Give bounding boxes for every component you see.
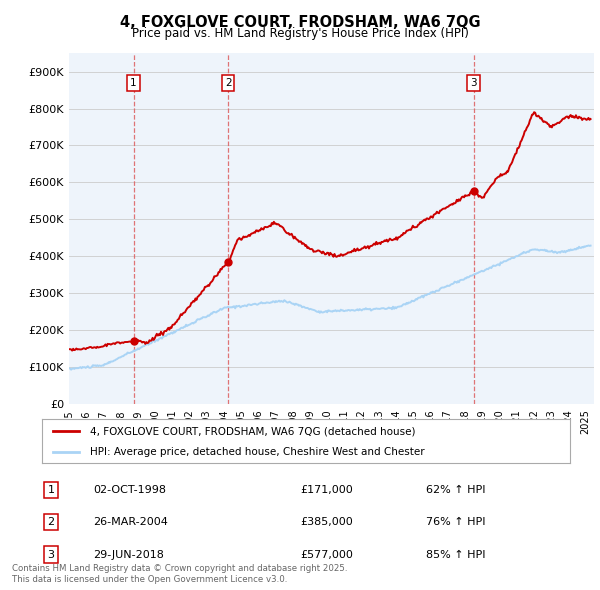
Text: 3: 3 — [47, 550, 55, 559]
Text: 62% ↑ HPI: 62% ↑ HPI — [426, 485, 485, 494]
Text: 1: 1 — [47, 485, 55, 494]
Text: Price paid vs. HM Land Registry's House Price Index (HPI): Price paid vs. HM Land Registry's House … — [131, 27, 469, 40]
Text: 4, FOXGLOVE COURT, FRODSHAM, WA6 7QG (detached house): 4, FOXGLOVE COURT, FRODSHAM, WA6 7QG (de… — [89, 427, 415, 436]
Text: £577,000: £577,000 — [300, 550, 353, 559]
Text: 85% ↑ HPI: 85% ↑ HPI — [426, 550, 485, 559]
Text: 76% ↑ HPI: 76% ↑ HPI — [426, 517, 485, 527]
Text: Contains HM Land Registry data © Crown copyright and database right 2025.: Contains HM Land Registry data © Crown c… — [12, 565, 347, 573]
Text: £385,000: £385,000 — [300, 517, 353, 527]
Text: 26-MAR-2004: 26-MAR-2004 — [93, 517, 168, 527]
Text: HPI: Average price, detached house, Cheshire West and Chester: HPI: Average price, detached house, Ches… — [89, 447, 424, 457]
Text: This data is licensed under the Open Government Licence v3.0.: This data is licensed under the Open Gov… — [12, 575, 287, 584]
Text: 2: 2 — [225, 78, 232, 88]
Text: 2: 2 — [47, 517, 55, 527]
Text: 3: 3 — [470, 78, 477, 88]
Text: 29-JUN-2018: 29-JUN-2018 — [93, 550, 164, 559]
Text: 4, FOXGLOVE COURT, FRODSHAM, WA6 7QG: 4, FOXGLOVE COURT, FRODSHAM, WA6 7QG — [119, 15, 481, 30]
Text: 02-OCT-1998: 02-OCT-1998 — [93, 485, 166, 494]
Text: £171,000: £171,000 — [300, 485, 353, 494]
Text: 1: 1 — [130, 78, 137, 88]
